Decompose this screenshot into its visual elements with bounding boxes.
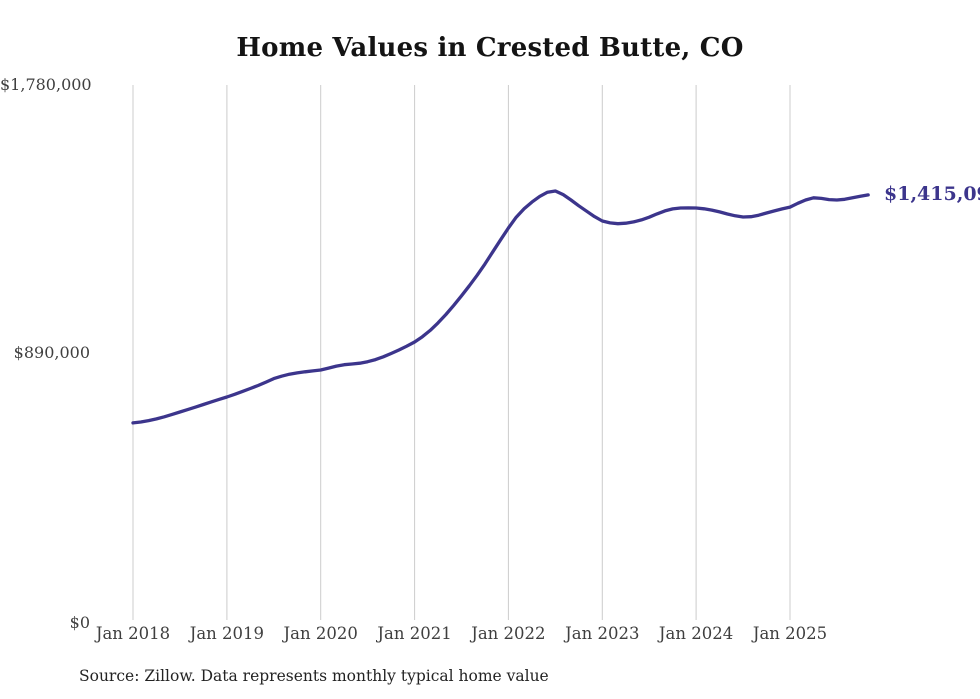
y-tick-label-max: $1,780,000 [0, 75, 92, 94]
y-tick-label-zero: $0 [69, 613, 90, 632]
x-tick-label: Jan 2019 [189, 624, 265, 643]
source-note: Source: Zillow. Data represents monthly … [79, 667, 549, 685]
x-tick-label: Jan 2018 [95, 624, 171, 643]
x-tick-label: Jan 2022 [471, 624, 546, 643]
x-tick-label: Jan 2021 [377, 624, 452, 643]
x-tick-label: Jan 2020 [283, 624, 358, 643]
x-tick-label: Jan 2023 [565, 624, 640, 643]
x-tick-label: Jan 2024 [658, 624, 734, 643]
home-value-line [131, 189, 870, 425]
x-tick-label: Jan 2025 [752, 624, 828, 643]
chart-title: Home Values in Crested Butte, CO [236, 33, 744, 63]
latest-value-label: $1,415,093 [884, 183, 980, 205]
y-tick-label-mid: $890,000 [13, 343, 90, 362]
